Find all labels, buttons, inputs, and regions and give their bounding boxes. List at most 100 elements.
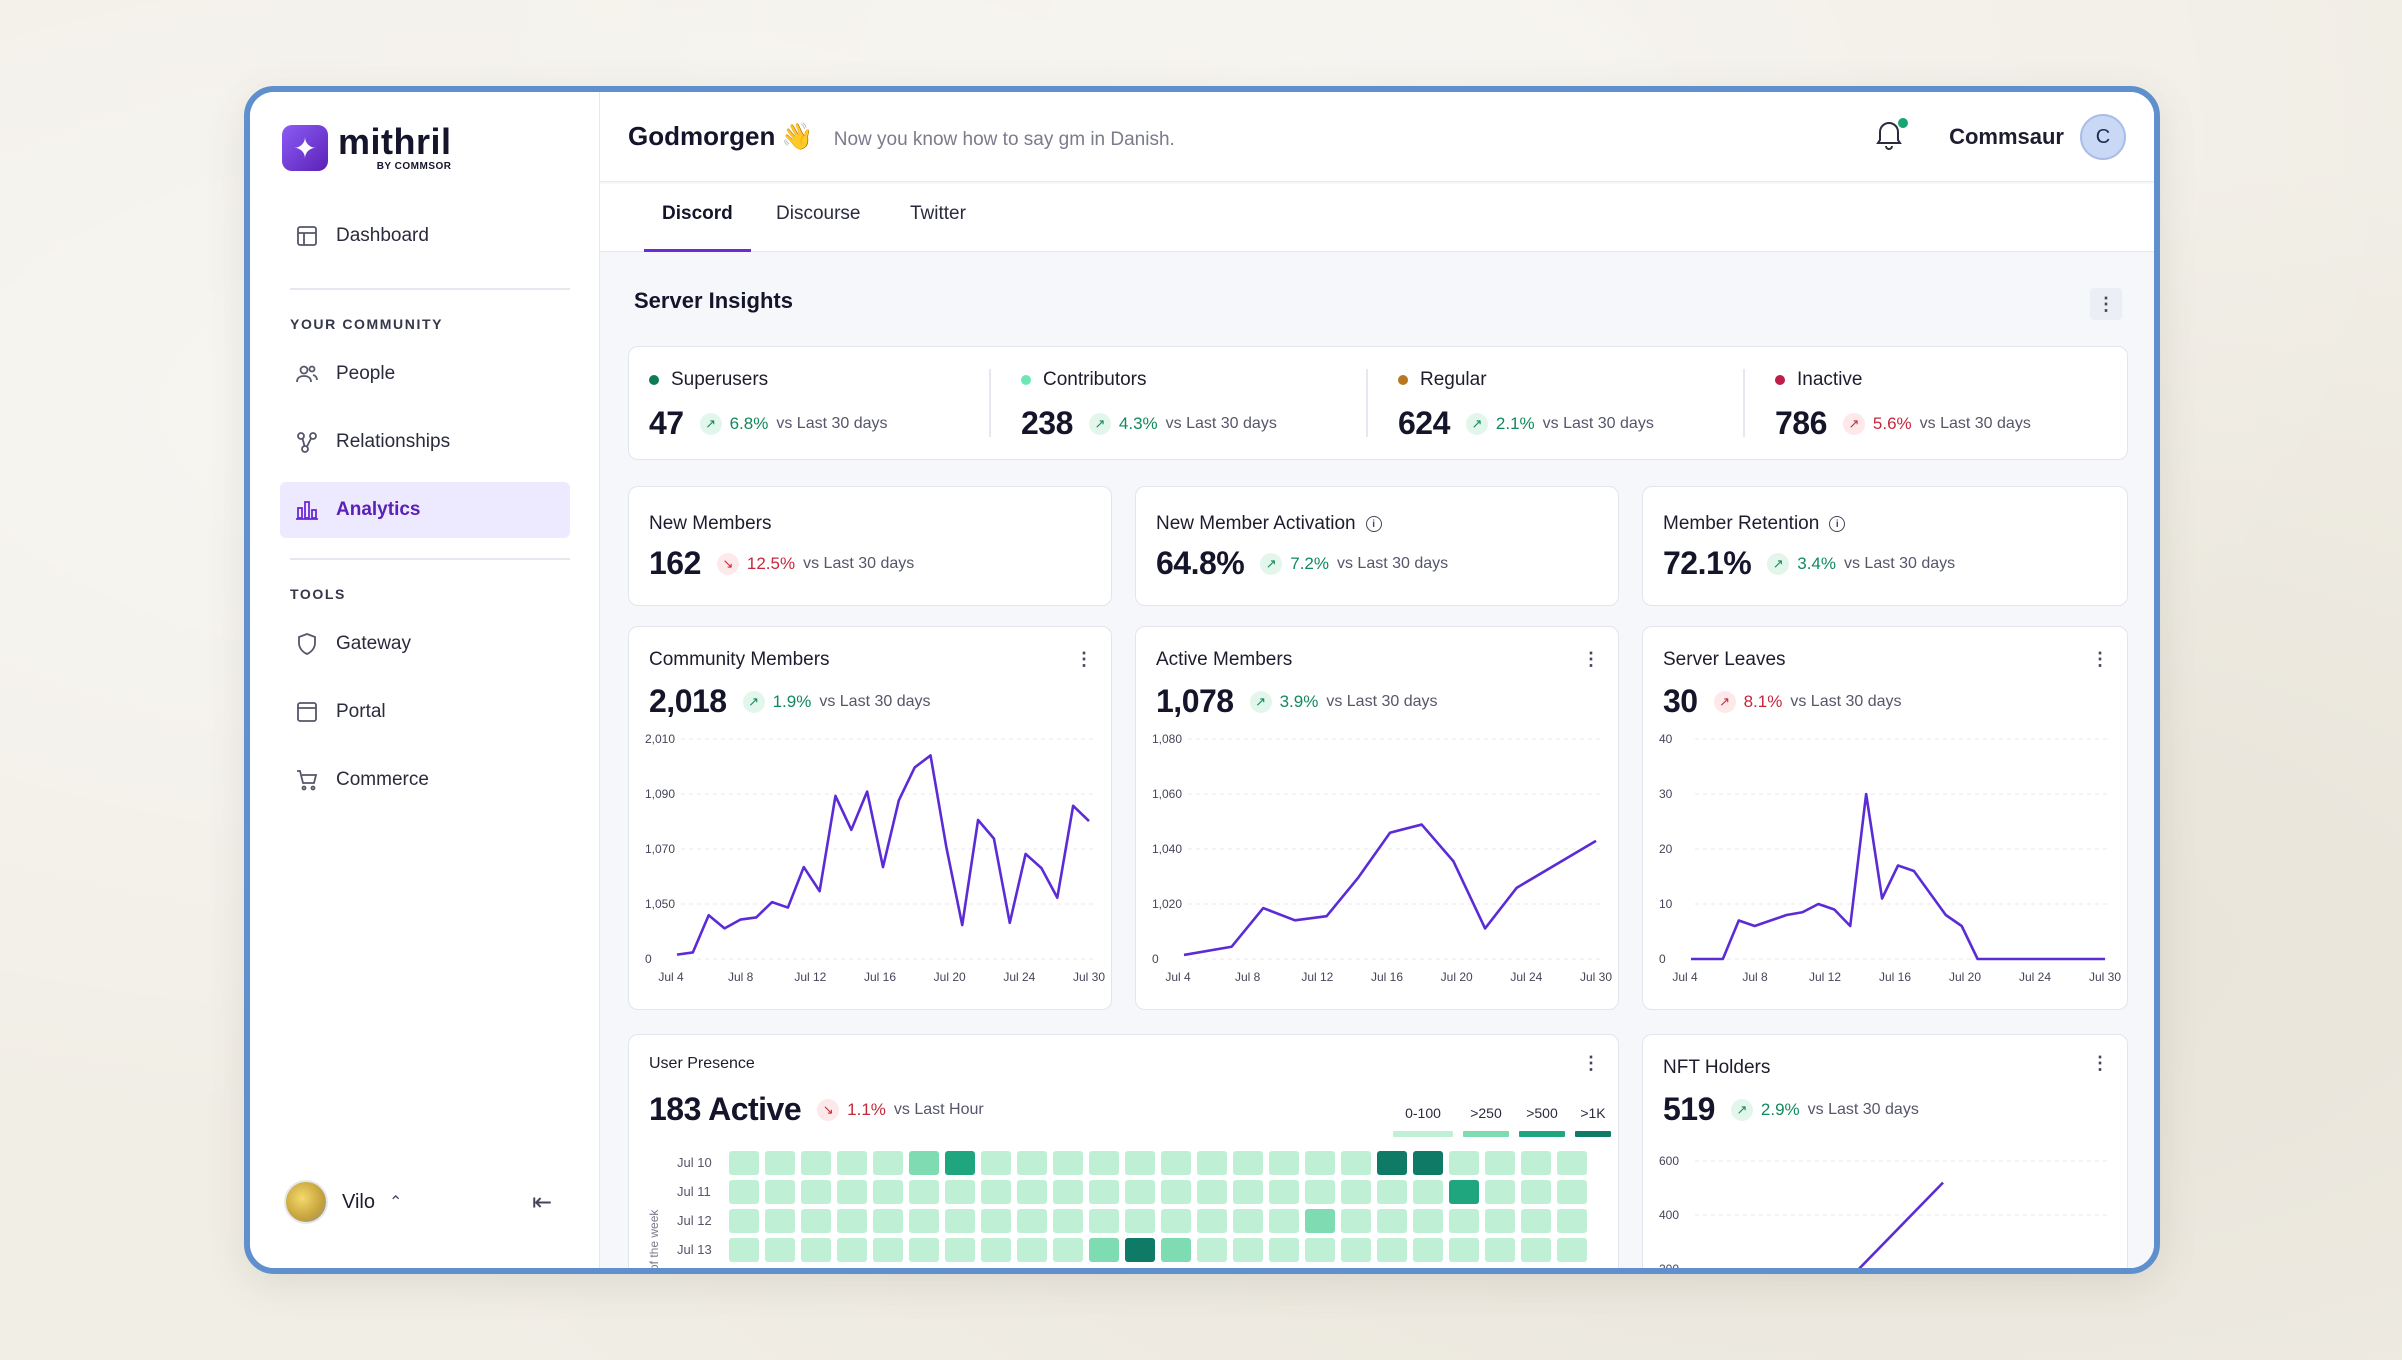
heatmap-cell[interactable] (873, 1151, 903, 1175)
heatmap-cell[interactable] (801, 1209, 831, 1233)
heatmap-cell[interactable] (1089, 1151, 1119, 1175)
heatmap-cell[interactable] (1197, 1238, 1227, 1262)
heatmap-cell[interactable] (1557, 1151, 1587, 1175)
tab-discourse[interactable]: Discourse (776, 203, 861, 224)
heatmap-cell[interactable] (1341, 1151, 1371, 1175)
heatmap-cell[interactable] (1521, 1180, 1551, 1204)
account-menu[interactable]: Commsaur C (1949, 114, 2126, 160)
heatmap-cell[interactable] (1557, 1180, 1587, 1204)
heatmap-cell[interactable] (1377, 1238, 1407, 1262)
heatmap-cell[interactable] (1269, 1151, 1299, 1175)
heatmap-cell[interactable] (1197, 1151, 1227, 1175)
heatmap-cell[interactable] (1161, 1209, 1191, 1233)
heatmap-cell[interactable] (1485, 1180, 1515, 1204)
heatmap-cell[interactable] (873, 1238, 903, 1262)
heatmap-cell[interactable] (981, 1209, 1011, 1233)
heatmap-cell[interactable] (1557, 1238, 1587, 1262)
heatmap-cell[interactable] (1485, 1209, 1515, 1233)
heatmap-cell[interactable] (1125, 1151, 1155, 1175)
heatmap-cell[interactable] (729, 1238, 759, 1262)
heatmap-cell[interactable] (1053, 1180, 1083, 1204)
segment-contributors[interactable]: Contributors 238 ↗ 4.3% vs Last 30 days (1001, 347, 1366, 459)
heatmap-cell[interactable] (945, 1238, 975, 1262)
heatmap-cell[interactable] (801, 1151, 831, 1175)
heatmap-cell[interactable] (1377, 1209, 1407, 1233)
heatmap-cell[interactable] (1413, 1180, 1443, 1204)
more-options-icon[interactable]: ⋮ (2091, 649, 2109, 669)
heatmap-cell[interactable] (765, 1209, 795, 1233)
heatmap-cell[interactable] (1305, 1180, 1335, 1204)
heatmap-cell[interactable] (1269, 1238, 1299, 1262)
more-options-icon[interactable]: ⋮ (1075, 649, 1093, 669)
heatmap-cell[interactable] (1017, 1151, 1047, 1175)
heatmap-cell[interactable] (1305, 1238, 1335, 1262)
heatmap-cell[interactable] (1089, 1209, 1119, 1233)
more-options-icon[interactable]: ⋮ (2091, 1053, 2109, 1073)
info-icon[interactable]: i (1829, 516, 1846, 532)
heatmap-cell[interactable] (1161, 1180, 1191, 1204)
heatmap-cell[interactable] (1341, 1180, 1371, 1204)
heatmap-cell[interactable] (1485, 1238, 1515, 1262)
heatmap-cell[interactable] (909, 1151, 939, 1175)
heatmap-cell[interactable] (729, 1209, 759, 1233)
heatmap-cell[interactable] (1017, 1238, 1047, 1262)
more-options-icon[interactable]: ⋮ (1582, 649, 1600, 669)
heatmap-cell[interactable] (1197, 1209, 1227, 1233)
heatmap-cell[interactable] (981, 1180, 1011, 1204)
heatmap-cell[interactable] (1413, 1238, 1443, 1262)
heatmap-cell[interactable] (1269, 1209, 1299, 1233)
sidebar-item-gateway[interactable]: Gateway (280, 616, 570, 672)
segment-regular[interactable]: Regular 624 ↗ 2.1% vs Last 30 days (1378, 347, 1743, 459)
sidebar-item-commerce[interactable]: Commerce (280, 752, 570, 808)
heatmap-cell[interactable] (1089, 1238, 1119, 1262)
heatmap-cell[interactable] (909, 1238, 939, 1262)
heatmap-cell[interactable] (1161, 1238, 1191, 1262)
heatmap-cell[interactable] (1305, 1151, 1335, 1175)
more-options-icon[interactable]: ⋮ (1582, 1053, 1600, 1073)
heatmap-cell[interactable] (1413, 1151, 1443, 1175)
heatmap-cell[interactable] (1449, 1180, 1479, 1204)
heatmap-cell[interactable] (729, 1151, 759, 1175)
metric-card-activation[interactable]: New Member Activation i 64.8% ↗ 7.2% vs Las… (1135, 486, 1619, 606)
heatmap-cell[interactable] (1233, 1209, 1263, 1233)
logo[interactable]: ✦ mithril BY COMMSOR (282, 124, 452, 172)
sidebar-item-people[interactable]: People (280, 346, 570, 402)
heatmap-cell[interactable] (981, 1151, 1011, 1175)
heatmap-cell[interactable] (1557, 1209, 1587, 1233)
tab-discord[interactable]: Discord (644, 184, 751, 252)
heatmap-cell[interactable] (1449, 1238, 1479, 1262)
segment-superusers[interactable]: Superusers 47 ↗ 6.8% vs Last 30 days (629, 347, 989, 459)
heatmap-cell[interactable] (1269, 1180, 1299, 1204)
tab-twitter[interactable]: Twitter (910, 203, 966, 224)
heatmap-cell[interactable] (1017, 1180, 1047, 1204)
heatmap-cell[interactable] (1485, 1151, 1515, 1175)
heatmap-cell[interactable] (837, 1238, 867, 1262)
heatmap-cell[interactable] (765, 1238, 795, 1262)
heatmap-cell[interactable] (1341, 1209, 1371, 1233)
heatmap-cell[interactable] (1521, 1209, 1551, 1233)
heatmap-cell[interactable] (1449, 1151, 1479, 1175)
user-menu[interactable]: Vilo ⌃ (284, 1180, 402, 1224)
heatmap-cell[interactable] (1377, 1180, 1407, 1204)
heatmap-cell[interactable] (1125, 1180, 1155, 1204)
heatmap-cell[interactable] (1233, 1151, 1263, 1175)
bell-icon[interactable] (1874, 118, 1908, 152)
segment-inactive[interactable]: Inactive 786 ↗ 5.6% vs Last 30 days (1755, 347, 2125, 459)
heatmap-cell[interactable] (1125, 1238, 1155, 1262)
sidebar-item-portal[interactable]: Portal (280, 684, 570, 740)
more-options-icon[interactable]: ⋮ (2090, 288, 2122, 320)
heatmap-cell[interactable] (1017, 1209, 1047, 1233)
heatmap-cell[interactable] (837, 1180, 867, 1204)
sidebar-item-dashboard[interactable]: Dashboard (280, 208, 570, 264)
sidebar-item-relationships[interactable]: Relationships (280, 414, 570, 470)
heatmap-cell[interactable] (873, 1180, 903, 1204)
heatmap-cell[interactable] (765, 1151, 795, 1175)
heatmap-cell[interactable] (945, 1209, 975, 1233)
heatmap-cell[interactable] (837, 1209, 867, 1233)
heatmap-cell[interactable] (801, 1238, 831, 1262)
heatmap-cell[interactable] (1233, 1238, 1263, 1262)
heatmap-cell[interactable] (1089, 1180, 1119, 1204)
heatmap-cell[interactable] (1053, 1238, 1083, 1262)
heatmap-cell[interactable] (909, 1209, 939, 1233)
heatmap-cell[interactable] (1053, 1209, 1083, 1233)
